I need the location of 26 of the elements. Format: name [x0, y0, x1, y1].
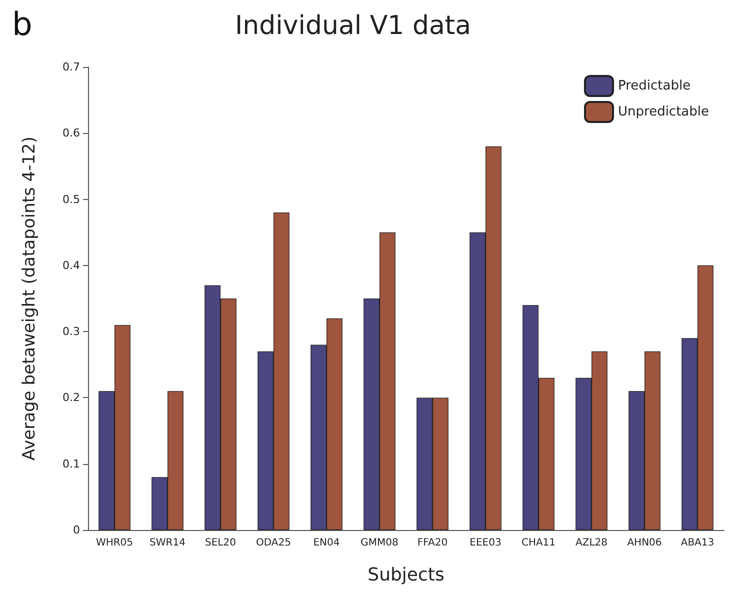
- legend-label: Unpredictable: [618, 104, 709, 120]
- x-tick-label: CHA11: [521, 538, 556, 548]
- y-tick-label: 0.3: [62, 325, 80, 338]
- x-tick-label: WHR05: [96, 538, 134, 548]
- x-tick-label: SWR14: [150, 538, 186, 548]
- x-tick-label: EEE03: [470, 538, 502, 548]
- y-tick-label: 0.5: [62, 192, 80, 206]
- text: b: [12, 5, 32, 43]
- y-tick-label: 0.7: [62, 60, 80, 74]
- x-tick-label: GMM08: [360, 538, 398, 548]
- x-axis-title: Subjects: [368, 564, 444, 586]
- x-tick-label: FFA20: [417, 538, 448, 548]
- y-tick-label: 0: [73, 524, 80, 536]
- x-tick-label: ODA25: [256, 538, 291, 548]
- y-tick-label: 0.2: [62, 391, 80, 404]
- x-tick-label: AHN06: [627, 538, 662, 548]
- x-tick-label: EN04: [313, 538, 340, 548]
- x-tick-label: AZL28: [576, 538, 608, 548]
- y-tick-label: 0.1: [62, 457, 80, 470]
- legend-label: Predictable: [618, 78, 691, 94]
- y-tick-label: 0.4: [62, 258, 80, 272]
- y-tick-label: 0.6: [62, 126, 80, 140]
- x-tick-label: SEL20: [205, 538, 236, 548]
- chart-title: Individual V1 data: [235, 11, 472, 41]
- y-axis-title: Average betaweight (datapoints 4-12): [20, 136, 40, 461]
- x-tick-label: ABA13: [680, 538, 714, 548]
